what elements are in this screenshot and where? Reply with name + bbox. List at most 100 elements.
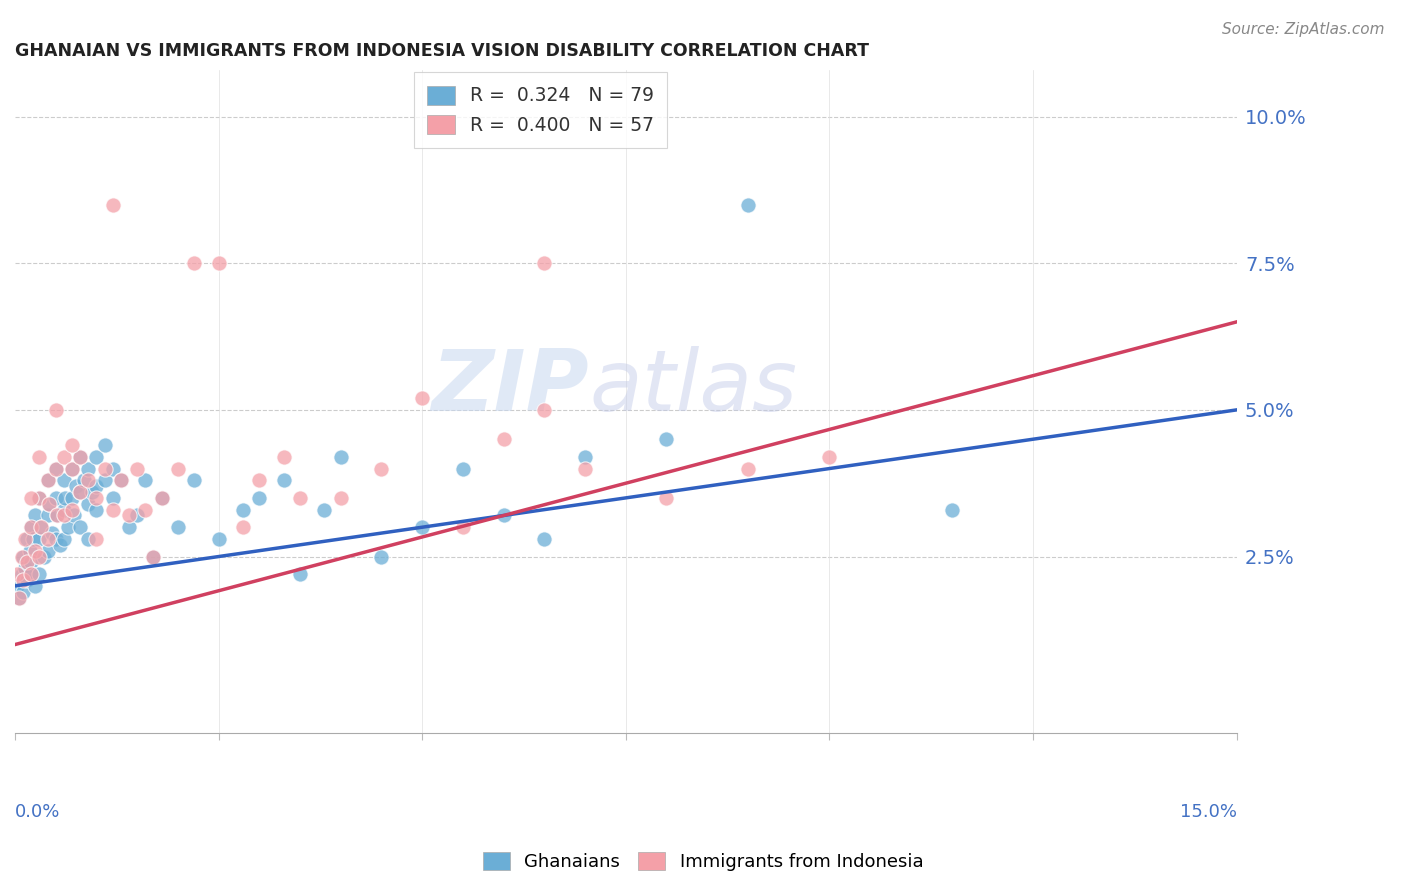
Point bbox=[86, 532, 108, 546]
Legend: R =  0.324   N = 79, R =  0.400   N = 57: R = 0.324 N = 79, R = 0.400 N = 57 bbox=[413, 72, 666, 148]
Text: GHANAIAN VS IMMIGRANTS FROM INDONESIA VISION DISABILITY CORRELATION CHART: GHANAIAN VS IMMIGRANTS FROM INDONESIA VI… bbox=[15, 42, 869, 60]
Point bbox=[24, 543, 46, 558]
Point bbox=[134, 502, 156, 516]
Point bbox=[101, 502, 124, 516]
Point bbox=[134, 473, 156, 487]
Point bbox=[183, 256, 205, 270]
Point bbox=[37, 473, 59, 487]
Point bbox=[86, 502, 108, 516]
Point bbox=[32, 549, 55, 564]
Point bbox=[30, 520, 52, 534]
Point bbox=[45, 491, 67, 505]
Point bbox=[11, 584, 34, 599]
Point bbox=[52, 473, 75, 487]
Point bbox=[533, 532, 555, 546]
Point bbox=[93, 473, 115, 487]
Point bbox=[52, 502, 75, 516]
Text: ZIP: ZIP bbox=[432, 346, 589, 429]
Point bbox=[127, 461, 149, 475]
Point bbox=[20, 520, 42, 534]
Point bbox=[37, 543, 59, 558]
Point bbox=[14, 532, 37, 546]
Point bbox=[101, 461, 124, 475]
Point bbox=[451, 520, 474, 534]
Point bbox=[69, 450, 91, 464]
Point bbox=[492, 508, 515, 523]
Point bbox=[818, 450, 841, 464]
Point bbox=[20, 567, 42, 582]
Point bbox=[15, 573, 38, 587]
Point bbox=[574, 461, 596, 475]
Point bbox=[142, 549, 165, 564]
Text: atlas: atlas bbox=[589, 346, 797, 429]
Point bbox=[60, 438, 83, 452]
Point bbox=[77, 532, 100, 546]
Point bbox=[41, 526, 63, 541]
Point bbox=[46, 508, 69, 523]
Point bbox=[30, 520, 52, 534]
Point bbox=[167, 461, 190, 475]
Point bbox=[232, 502, 254, 516]
Point bbox=[142, 549, 165, 564]
Point bbox=[82, 485, 104, 500]
Point bbox=[52, 450, 75, 464]
Point bbox=[60, 502, 83, 516]
Point bbox=[52, 508, 75, 523]
Point bbox=[21, 532, 44, 546]
Point bbox=[329, 491, 352, 505]
Point bbox=[10, 567, 32, 582]
Point bbox=[45, 403, 67, 417]
Point bbox=[28, 491, 51, 505]
Text: 15.0%: 15.0% bbox=[1180, 803, 1236, 821]
Point bbox=[118, 508, 141, 523]
Point bbox=[15, 556, 38, 570]
Point bbox=[60, 461, 83, 475]
Point bbox=[101, 491, 124, 505]
Point bbox=[65, 479, 87, 493]
Point bbox=[127, 508, 149, 523]
Point bbox=[37, 532, 59, 546]
Point bbox=[492, 432, 515, 446]
Point bbox=[45, 461, 67, 475]
Point bbox=[183, 473, 205, 487]
Point bbox=[451, 461, 474, 475]
Point bbox=[45, 461, 67, 475]
Point bbox=[411, 520, 433, 534]
Point bbox=[18, 543, 41, 558]
Point bbox=[370, 549, 392, 564]
Point bbox=[28, 491, 51, 505]
Point bbox=[60, 491, 83, 505]
Point bbox=[288, 491, 311, 505]
Point bbox=[45, 532, 67, 546]
Point bbox=[73, 473, 96, 487]
Point bbox=[207, 256, 229, 270]
Point bbox=[6, 567, 28, 582]
Point bbox=[6, 579, 28, 593]
Point bbox=[28, 532, 51, 546]
Point bbox=[655, 432, 678, 446]
Text: Source: ZipAtlas.com: Source: ZipAtlas.com bbox=[1222, 22, 1385, 37]
Point bbox=[37, 508, 59, 523]
Point bbox=[86, 491, 108, 505]
Legend: Ghanaians, Immigrants from Indonesia: Ghanaians, Immigrants from Indonesia bbox=[475, 845, 931, 879]
Point bbox=[37, 473, 59, 487]
Point bbox=[62, 508, 84, 523]
Point bbox=[24, 579, 46, 593]
Point bbox=[533, 256, 555, 270]
Point bbox=[15, 532, 38, 546]
Point bbox=[288, 567, 311, 582]
Point bbox=[60, 461, 83, 475]
Point bbox=[150, 491, 173, 505]
Point bbox=[86, 450, 108, 464]
Point bbox=[110, 473, 132, 487]
Point bbox=[93, 461, 115, 475]
Point bbox=[329, 450, 352, 464]
Point bbox=[101, 197, 124, 211]
Point bbox=[273, 450, 295, 464]
Point bbox=[38, 497, 60, 511]
Point bbox=[207, 532, 229, 546]
Point bbox=[20, 491, 42, 505]
Point bbox=[38, 497, 60, 511]
Point bbox=[232, 520, 254, 534]
Point bbox=[49, 538, 72, 552]
